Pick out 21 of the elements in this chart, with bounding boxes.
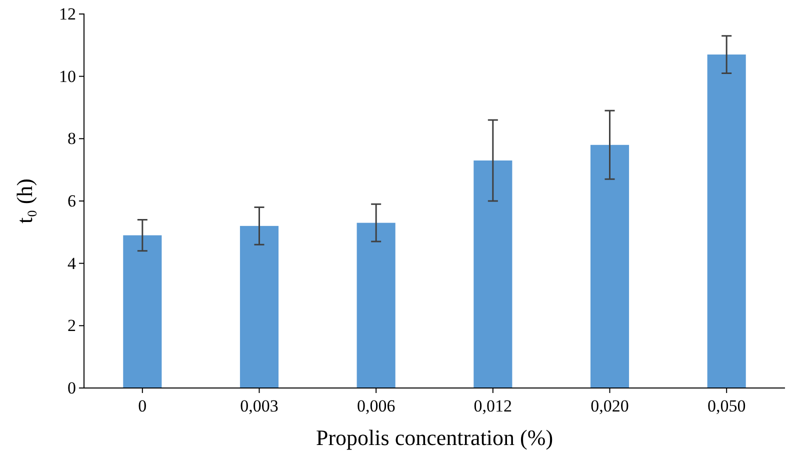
bar (123, 235, 162, 388)
y-tick-label: 8 (68, 129, 76, 148)
x-tick-label: 0,020 (590, 396, 629, 416)
bar (590, 144, 630, 388)
y-tick-label: 0 (68, 378, 76, 398)
y-tick-label: 4 (68, 254, 76, 273)
bar (707, 54, 746, 388)
x-tick-label: 0,003 (240, 396, 278, 416)
bar (474, 160, 512, 388)
y-tick-label: 2 (68, 316, 76, 336)
x-tick-label: 0,006 (356, 396, 396, 416)
x-tick-label: 0,012 (474, 396, 512, 416)
x-tick-label: 0 (138, 396, 147, 416)
y-tick-label: 12 (59, 4, 76, 24)
bar (356, 222, 396, 388)
x-tick-label: 0,050 (707, 396, 746, 416)
y-tick-label: 10 (59, 66, 76, 86)
bar (240, 226, 279, 388)
x-axis-title: Propolis concentration (%) (316, 425, 554, 450)
y-axis-title: t₀ (h) (12, 178, 37, 224)
y-tick-label: 6 (68, 191, 76, 210)
